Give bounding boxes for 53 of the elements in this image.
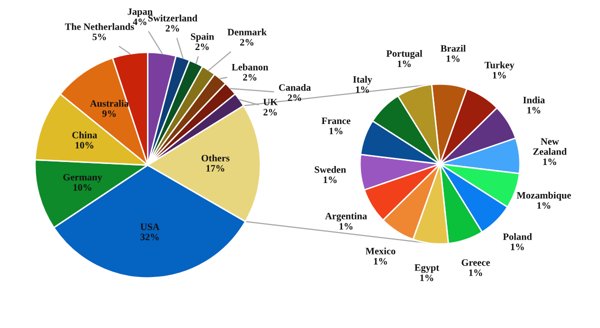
slice-label: Poland	[503, 233, 532, 240]
slice-label: USA	[140, 224, 160, 230]
slice-label: Egypt	[414, 264, 440, 273]
slice-label: New Zealand	[533, 138, 567, 155]
data-label: 4%	[132, 18, 146, 26]
data-label: 2%	[166, 25, 179, 32]
data-label: 5%	[92, 34, 106, 40]
data-label: 1%	[492, 72, 506, 79]
slice-label: Sweden	[314, 166, 346, 173]
slice-label: Japan	[128, 8, 153, 17]
data-label: 1%	[510, 244, 524, 250]
data-label: 32%	[140, 234, 159, 240]
data-label: 1%	[356, 86, 369, 93]
data-label: 1%	[398, 60, 411, 68]
data-label: 2%	[288, 94, 302, 101]
slice-label: Mexico	[366, 248, 396, 254]
slice-label: India	[523, 96, 545, 104]
slice-label: Brazil	[440, 44, 466, 52]
data-label: 1%	[537, 202, 550, 209]
data-label: 2%	[264, 108, 277, 116]
slice-label: France	[322, 118, 350, 124]
slice-label: UK	[263, 98, 278, 106]
data-label: 1%	[420, 274, 434, 282]
slice-label: Mozambique	[516, 192, 571, 201]
data-label: 10%	[76, 142, 94, 149]
slice-label: The Netherlands	[64, 23, 134, 30]
slice-label: Canada	[278, 84, 311, 91]
data-label: 1%	[527, 106, 540, 114]
slice-label: Spain	[190, 33, 214, 42]
slice-label: China	[72, 131, 98, 138]
slice-label: Portugal	[386, 50, 422, 59]
slice-label: Argentina	[325, 212, 367, 222]
slice-label: Italy	[353, 76, 372, 85]
slice-label: Denmark	[227, 28, 267, 36]
slice-label: Turkey	[484, 61, 514, 70]
data-label: 1%	[324, 176, 337, 184]
data-label: 1%	[340, 223, 352, 230]
slice-label: Greece	[462, 259, 490, 266]
data-label: 9%	[102, 110, 116, 117]
data-label: 1%	[446, 55, 460, 62]
data-label: 2%	[243, 74, 256, 81]
slice-label: Switzerland	[148, 14, 198, 22]
slice-label: Germany	[63, 174, 102, 182]
data-label: 2%	[195, 43, 209, 50]
data-label: 1%	[469, 269, 482, 276]
data-label: 1%	[374, 258, 387, 265]
data-label: 2%	[240, 38, 254, 46]
slice-label: Others	[202, 154, 230, 162]
data-label: 17%	[206, 165, 224, 172]
slice-label: Lebanon	[232, 64, 268, 70]
data-label: 1%	[330, 128, 342, 134]
data-label: 1%	[543, 158, 556, 166]
data-label: 10%	[74, 184, 92, 191]
